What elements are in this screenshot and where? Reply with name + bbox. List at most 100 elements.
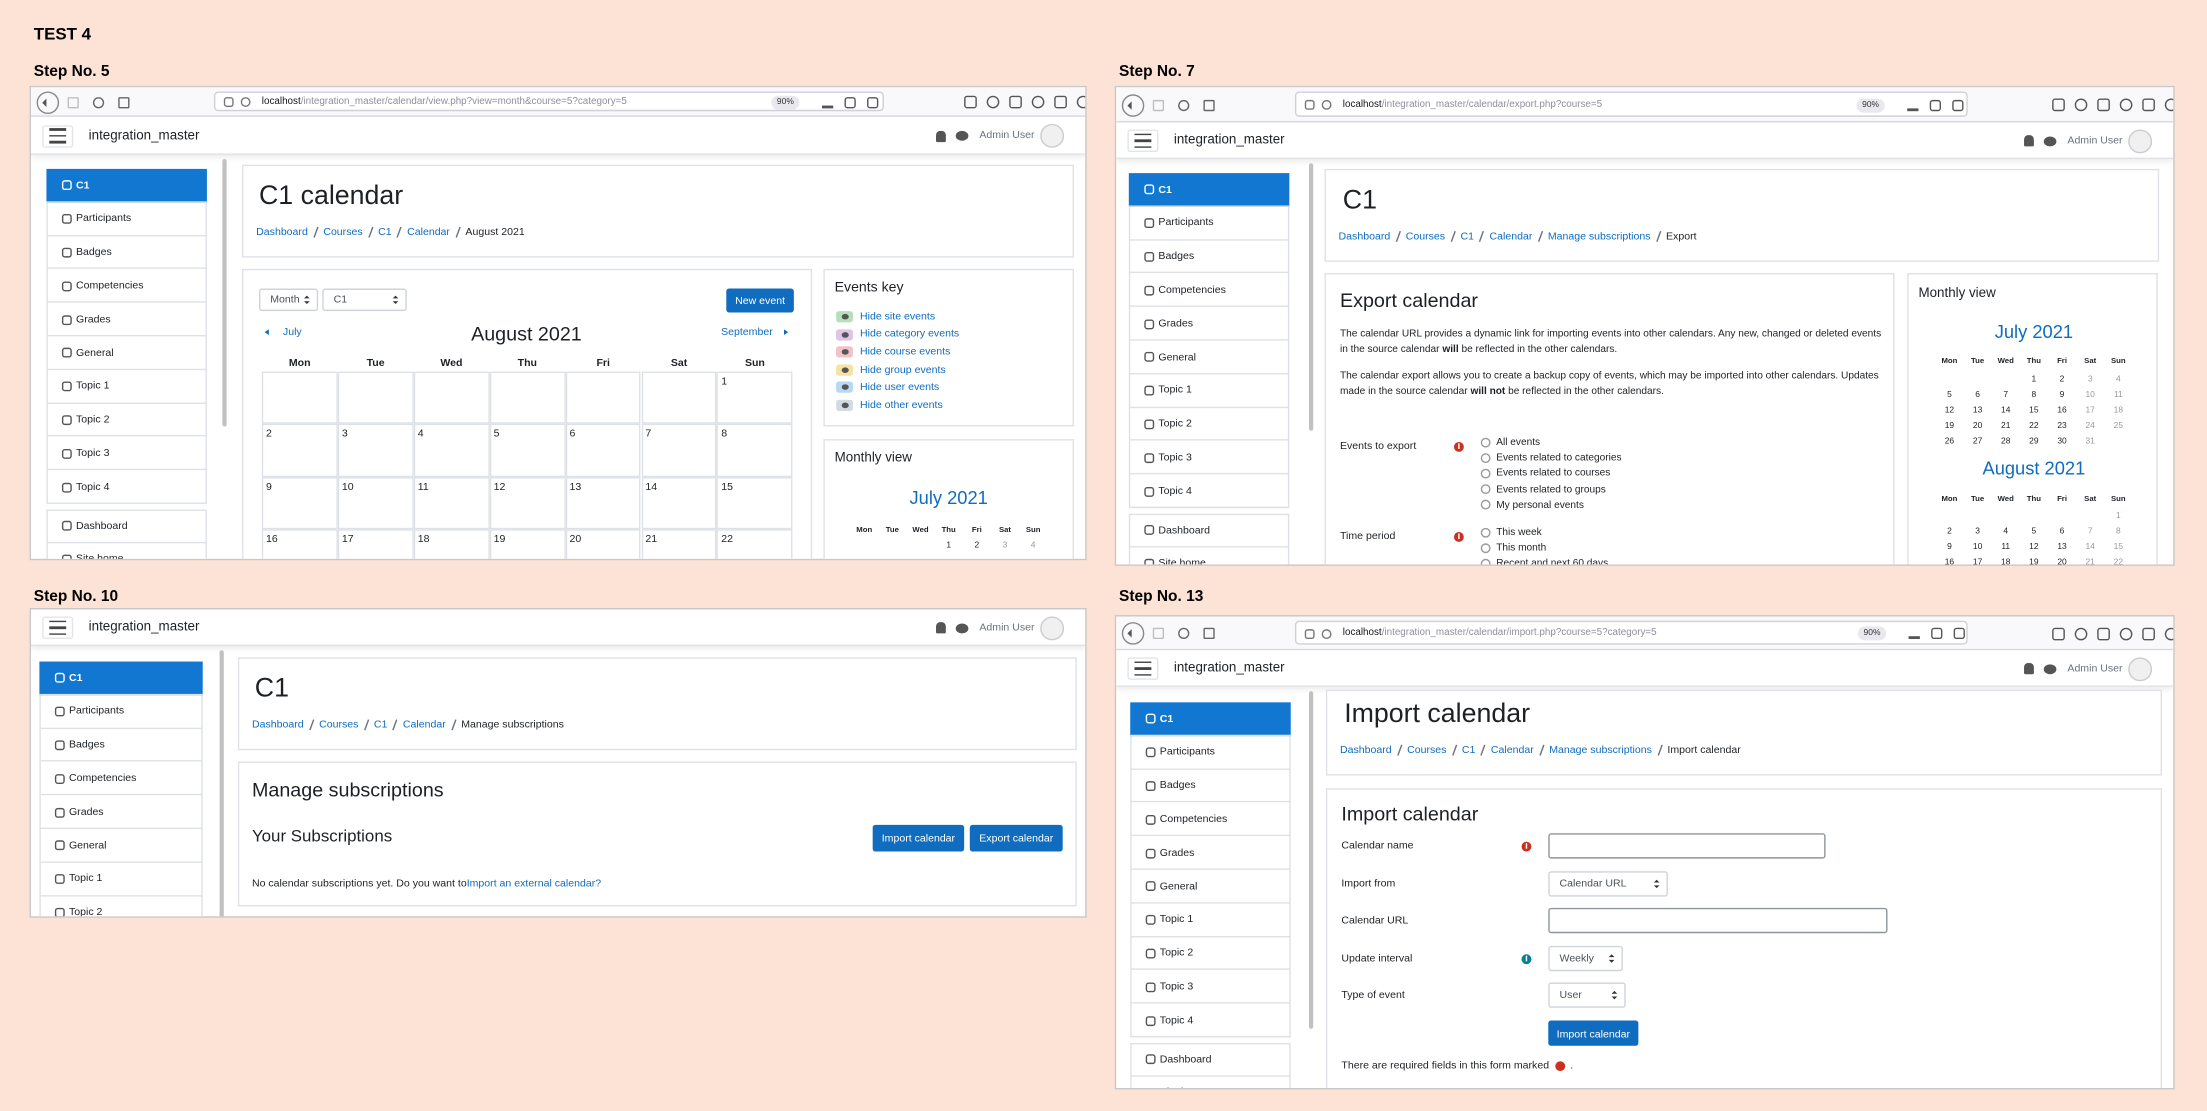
- toolbar-icon[interactable]: [2097, 627, 2110, 640]
- nav-label[interactable]: C1: [1158, 182, 1172, 196]
- nav-label[interactable]: Topic 1: [1158, 383, 1192, 397]
- toolbar-icon[interactable]: [2052, 98, 2065, 112]
- action-button[interactable]: Import calendar: [872, 824, 965, 852]
- day-number[interactable]: 1: [2115, 512, 2121, 521]
- day-number[interactable]: 3: [1002, 541, 1008, 551]
- day-number[interactable]: 7: [2003, 391, 2009, 400]
- nav-label[interactable]: Grades: [68, 804, 104, 818]
- page-action[interactable]: [1929, 99, 1941, 111]
- day-cell[interactable]: [261, 529, 338, 559]
- day-number[interactable]: 1: [946, 541, 952, 551]
- day-number[interactable]: 22: [2113, 558, 2124, 565]
- day-number[interactable]: 21: [2085, 558, 2095, 565]
- nav-item[interactable]: [1128, 240, 1290, 274]
- nav-label[interactable]: Competencies: [68, 771, 137, 785]
- radio[interactable]: [1480, 500, 1491, 510]
- day-number[interactable]: 30: [2057, 437, 2067, 446]
- messages-icon[interactable]: [2043, 135, 2057, 146]
- day-number[interactable]: 7: [2087, 527, 2093, 536]
- back-button[interactable]: [1121, 622, 1145, 645]
- nav-label[interactable]: Dashboard: [1159, 1052, 1212, 1065]
- breadcrumb-item[interactable]: Calendar: [407, 224, 450, 238]
- nav-label[interactable]: Topic 2: [1158, 416, 1192, 430]
- notifications-icon[interactable]: [936, 622, 946, 634]
- event-type-toggle[interactable]: Hide group events: [860, 362, 946, 376]
- prev-month[interactable]: July: [282, 324, 302, 338]
- next-month[interactable]: September: [721, 324, 773, 338]
- day-number[interactable]: 2: [2059, 375, 2065, 384]
- day-number[interactable]: 12: [1944, 406, 1955, 415]
- nav-label[interactable]: Topic 2: [68, 905, 103, 917]
- nav-label[interactable]: Competencies: [1158, 282, 1226, 296]
- day-cell[interactable]: [716, 476, 793, 530]
- day-number[interactable]: 13: [2057, 543, 2067, 552]
- nav-item[interactable]: [46, 168, 207, 203]
- radio-label[interactable]: My personal events: [1496, 497, 1584, 511]
- select[interactable]: [1548, 871, 1668, 897]
- radio-label[interactable]: Recent and next 60 days: [1496, 556, 1609, 565]
- month-name[interactable]: July 2021: [909, 486, 988, 508]
- notifications-icon[interactable]: [2024, 135, 2034, 147]
- month-name[interactable]: July 2021: [1994, 320, 2074, 342]
- nav-label[interactable]: Topic 1: [76, 379, 110, 392]
- day-cell[interactable]: [565, 476, 642, 530]
- nav-label[interactable]: Topic 4: [1159, 1013, 1194, 1026]
- day-number[interactable]: 8: [2115, 527, 2121, 536]
- event-type-toggle[interactable]: Hide user events: [860, 380, 940, 393]
- nav-label[interactable]: Badges: [1159, 778, 1196, 792]
- nav-item[interactable]: [39, 661, 203, 696]
- breadcrumb-item[interactable]: Calendar: [1490, 742, 1534, 756]
- breadcrumb-item[interactable]: Courses: [1405, 229, 1446, 242]
- toolbar-icon[interactable]: [2164, 98, 2174, 112]
- day-number[interactable]: 17: [1972, 558, 1983, 565]
- nav-item[interactable]: [1130, 702, 1291, 736]
- day-number[interactable]: 11: [2113, 391, 2123, 400]
- day-number[interactable]: 14: [2001, 406, 2011, 415]
- nav-item[interactable]: [46, 510, 207, 544]
- nav-item[interactable]: [1130, 769, 1291, 803]
- toolbar-icon[interactable]: [2074, 627, 2088, 640]
- nav-item[interactable]: [39, 729, 203, 763]
- day-number[interactable]: 17: [2085, 406, 2095, 415]
- toolbar-button[interactable]: [1178, 627, 1190, 640]
- page-action[interactable]: [1908, 628, 1920, 640]
- nav-item[interactable]: [1128, 207, 1290, 241]
- user-name[interactable]: Admin User: [979, 128, 1035, 142]
- day-number[interactable]: 6: [1975, 391, 1980, 400]
- zoom-badge[interactable]: 90%: [1856, 97, 1885, 112]
- address-bar[interactable]: [213, 91, 884, 112]
- nav-item[interactable]: [1130, 970, 1291, 1004]
- nav-label[interactable]: Competencies: [1159, 812, 1228, 825]
- nav-label[interactable]: Participants: [76, 211, 132, 225]
- toolbar-icon[interactable]: [1009, 95, 1022, 109]
- day-cell[interactable]: [413, 371, 490, 425]
- user-name[interactable]: Admin User: [2067, 661, 2123, 674]
- nav-item[interactable]: [1128, 307, 1290, 341]
- day-cell[interactable]: [489, 424, 566, 477]
- page-action[interactable]: [844, 96, 856, 108]
- nav-item[interactable]: [1128, 173, 1290, 207]
- nav-label[interactable]: Dashboard: [76, 518, 128, 532]
- nav-label[interactable]: Competencies: [76, 278, 144, 292]
- toolbar-button[interactable]: [1152, 627, 1165, 640]
- day-number[interactable]: 12: [2029, 543, 2039, 552]
- nav-item[interactable]: [39, 762, 203, 796]
- nav-label[interactable]: Badges: [1158, 249, 1195, 263]
- nav-item[interactable]: [46, 202, 207, 236]
- messages-icon[interactable]: [955, 130, 969, 141]
- toolbar-icon[interactable]: [2164, 627, 2174, 640]
- avatar[interactable]: [1040, 123, 1065, 148]
- nav-item[interactable]: [1128, 514, 1290, 548]
- day-cell[interactable]: [716, 371, 793, 425]
- day-cell[interactable]: [641, 529, 717, 559]
- site-name[interactable]: integration_master: [1173, 660, 1285, 677]
- breadcrumb-item[interactable]: Calendar: [402, 717, 446, 731]
- nav-item[interactable]: [1128, 475, 1290, 509]
- breadcrumb-item[interactable]: Courses: [323, 224, 363, 238]
- day-number[interactable]: 16: [2057, 406, 2067, 415]
- day-number[interactable]: 4: [2003, 527, 2009, 536]
- nav-item[interactable]: [46, 470, 207, 504]
- day-number[interactable]: 8: [2031, 391, 2037, 400]
- event-type-toggle[interactable]: Hide category events: [860, 327, 960, 340]
- day-number[interactable]: 31: [2085, 437, 2095, 446]
